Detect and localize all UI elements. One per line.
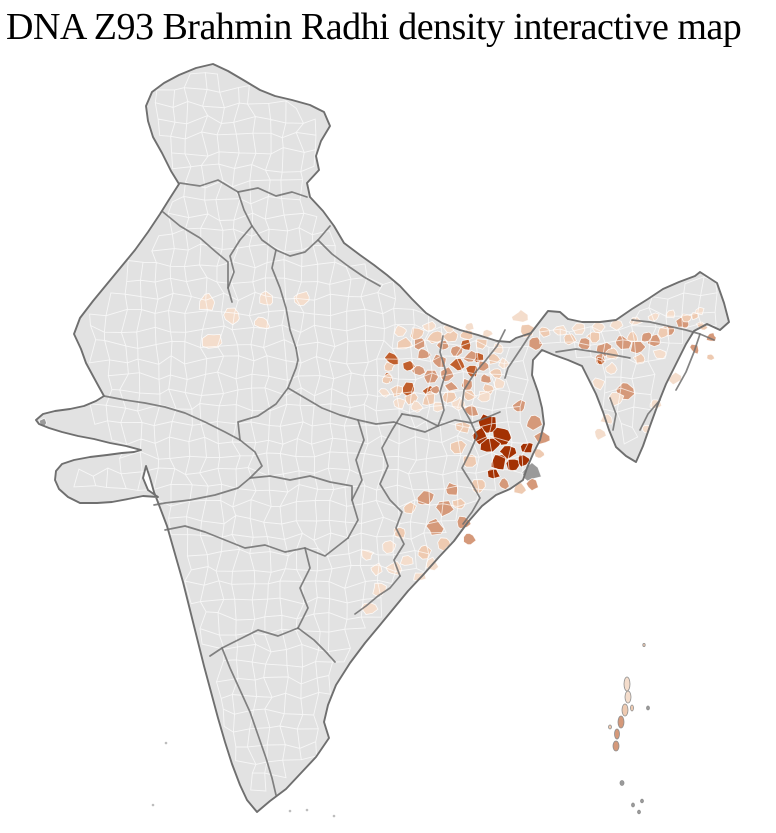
district-shape[interactable] <box>525 477 539 492</box>
district-shape[interactable] <box>383 361 395 372</box>
district-shape[interactable] <box>706 353 716 361</box>
island-district[interactable] <box>624 690 632 704</box>
district-shape[interactable] <box>464 322 475 332</box>
district-shape[interactable] <box>442 391 457 404</box>
district-shape[interactable] <box>422 390 436 406</box>
island-specks <box>151 741 336 818</box>
district-shape[interactable] <box>657 325 670 339</box>
district-shape[interactable] <box>605 347 620 360</box>
district-shape[interactable] <box>594 428 607 441</box>
district-shape[interactable] <box>480 373 492 384</box>
district-shape[interactable] <box>463 532 477 546</box>
district-shape[interactable] <box>399 555 414 566</box>
island-district[interactable] <box>623 676 631 692</box>
district-shape[interactable] <box>429 385 440 396</box>
island-district[interactable] <box>646 705 650 711</box>
district-shape[interactable] <box>591 377 606 391</box>
district-shape[interactable] <box>538 326 551 338</box>
island-district[interactable] <box>617 715 625 729</box>
district-shape[interactable] <box>517 453 530 468</box>
page-title: DNA Z93 Brahmin Radhi density interactiv… <box>6 6 742 48</box>
district-shape[interactable] <box>202 333 223 349</box>
district-shape[interactable] <box>511 309 529 323</box>
district-shape[interactable] <box>498 445 518 461</box>
district-shape[interactable] <box>449 440 467 455</box>
district-shape[interactable] <box>615 335 633 350</box>
island-district[interactable] <box>630 704 634 712</box>
district-shape[interactable] <box>592 321 606 333</box>
island-district[interactable] <box>631 802 635 808</box>
island-speck <box>164 741 168 745</box>
island-district[interactable] <box>621 703 629 717</box>
india-landmass <box>36 64 729 812</box>
island-speck <box>151 803 155 807</box>
district-shape[interactable] <box>498 477 510 491</box>
district-shape[interactable] <box>519 442 534 454</box>
district-shape[interactable] <box>381 372 393 385</box>
island-district[interactable] <box>608 724 612 730</box>
district-boundaries-mesh <box>73 72 718 792</box>
district-shape[interactable] <box>443 381 459 392</box>
island-speck <box>288 809 292 813</box>
district-shape[interactable] <box>571 322 586 335</box>
country-outline <box>35 63 730 813</box>
district-shape[interactable] <box>533 431 551 445</box>
district-shape[interactable] <box>526 414 543 431</box>
district-shape[interactable] <box>629 340 647 354</box>
district-shape[interactable] <box>605 361 618 375</box>
district-shape[interactable] <box>478 360 490 372</box>
island-speck <box>332 814 336 818</box>
district-shape[interactable] <box>198 293 215 311</box>
district-shape[interactable] <box>585 331 601 344</box>
district-shape[interactable] <box>513 482 527 495</box>
district-shape[interactable] <box>425 518 445 536</box>
district-shape[interactable] <box>393 397 407 410</box>
state-borders <box>103 179 715 796</box>
island-district[interactable] <box>614 728 620 740</box>
island-speck <box>305 808 309 812</box>
district-shape[interactable] <box>609 319 624 331</box>
island-district[interactable] <box>619 780 625 786</box>
island-district[interactable] <box>637 809 641 815</box>
district-shape[interactable] <box>393 324 407 337</box>
district-shape[interactable] <box>647 312 660 322</box>
island-district[interactable] <box>642 643 646 648</box>
density-districts[interactable] <box>38 290 717 615</box>
district-shape[interactable] <box>490 454 507 471</box>
district-shape[interactable] <box>382 540 397 554</box>
district-shape[interactable] <box>493 377 506 389</box>
island-district[interactable] <box>640 798 644 804</box>
district-shape[interactable] <box>396 336 414 350</box>
district-shape[interactable] <box>417 348 432 360</box>
island-district[interactable] <box>612 740 620 752</box>
andaman-islands[interactable] <box>608 643 650 815</box>
